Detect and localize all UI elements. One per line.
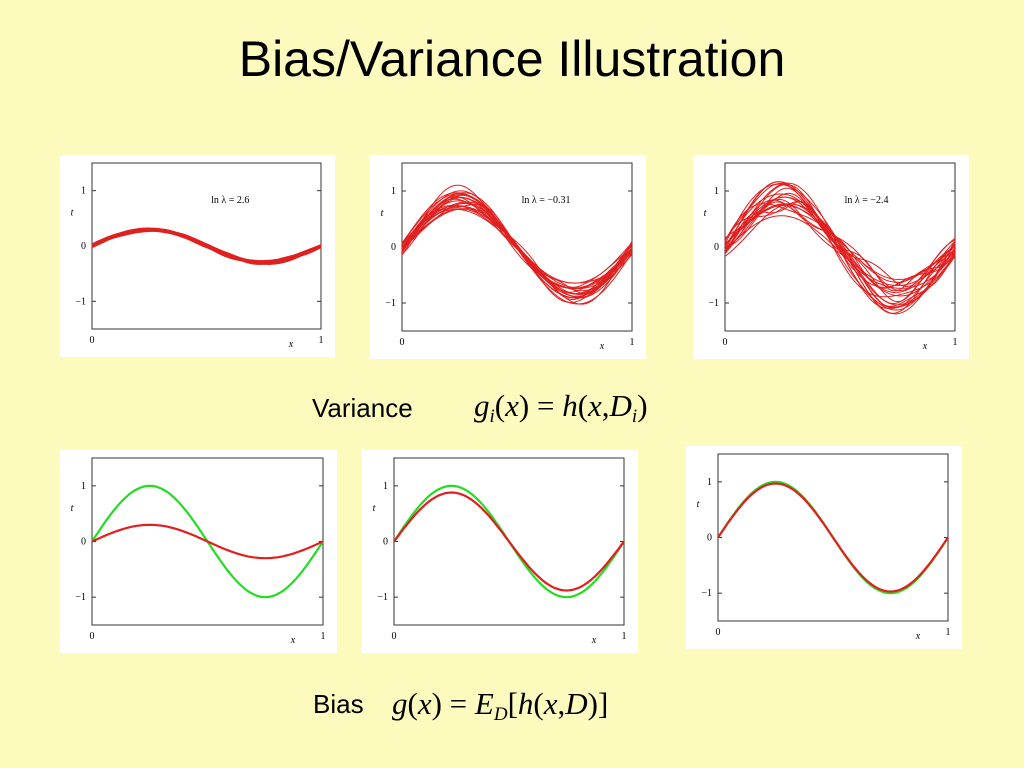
fitted-curve-line <box>401 208 633 295</box>
average-fit-line <box>91 523 324 560</box>
fitted-curve-line <box>724 182 956 308</box>
x-axis-label: x <box>290 635 296 646</box>
y-tick-label: 0 <box>707 533 712 544</box>
x-tick-label: 0 <box>90 335 95 346</box>
fitted-curve-line <box>91 230 322 263</box>
x-tick-label: 1 <box>953 337 958 348</box>
y-axis-label: t <box>71 208 74 219</box>
variance-plot-1: 1 0 −1 0 1 x t ln λ = 2.6 <box>60 155 335 357</box>
x-tick-label: 0 <box>723 337 728 348</box>
variance-plot-3-svg: 1 0 −1 0 1 x t ln λ = −2.4 <box>704 162 958 352</box>
variance-formula: gi(x) = h(x,Di) <box>474 388 648 427</box>
lambda-annotation: ln λ = −2.4 <box>845 195 889 206</box>
x-tick-label: 0 <box>90 631 95 642</box>
y-tick-label: 1 <box>391 186 396 197</box>
fitted-curve-line <box>724 187 956 303</box>
y-tick-label: −1 <box>75 296 86 307</box>
x-tick-label: 1 <box>622 631 627 642</box>
bias-plot-3: 1 0 −1 0 1 x t <box>686 446 962 649</box>
y-tick-label: 0 <box>383 537 388 548</box>
x-tick-label: 0 <box>392 631 397 642</box>
average-fit-line <box>717 482 949 593</box>
y-tick-label: 1 <box>383 481 388 492</box>
x-tick-label: 1 <box>946 627 951 638</box>
y-axis-label: t <box>697 499 700 510</box>
x-tick-label: 1 <box>321 631 326 642</box>
fitted-curve-line <box>724 203 956 283</box>
fitted-curve-line <box>724 192 956 307</box>
y-tick-label: −1 <box>75 592 86 603</box>
fitted-curve-line <box>401 194 633 292</box>
bias-plot-3-svg: 1 0 −1 0 1 x t <box>697 453 951 642</box>
y-tick-label: −1 <box>377 592 388 603</box>
fitted-curve-line <box>724 199 956 292</box>
x-axis-label: x <box>922 341 928 352</box>
bias-label: Bias <box>313 689 364 719</box>
variance-plot-2-svg: 1 0 −1 0 1 x t ln λ = −0.31 <box>381 162 635 352</box>
variance-plot-1-svg: 1 0 −1 0 1 x t ln λ = 2.6 <box>71 162 324 350</box>
fitted-curve-line <box>724 184 956 298</box>
y-tick-label: 1 <box>707 477 712 488</box>
y-tick-label: −1 <box>708 298 719 309</box>
page-title: Bias/Variance Illustration <box>238 31 786 87</box>
y-tick-label: 1 <box>714 186 719 197</box>
lambda-annotation: ln λ = 2.6 <box>211 195 249 206</box>
x-tick-label: 1 <box>319 335 324 346</box>
fitted-curve-line <box>401 194 633 305</box>
y-tick-label: −1 <box>385 298 396 309</box>
fitted-curve-line <box>724 196 956 297</box>
y-axis-label: t <box>373 503 376 514</box>
lambda-annotation: ln λ = −0.31 <box>522 195 571 206</box>
x-tick-label: 1 <box>630 337 635 348</box>
bias-plot-1-svg: 1 0 −1 0 1 x t <box>71 457 326 646</box>
y-tick-label: 0 <box>81 537 86 548</box>
bias-plot-1: 1 0 −1 0 1 x t <box>60 450 337 653</box>
y-tick-label: 0 <box>714 242 719 253</box>
y-tick-label: 0 <box>81 241 86 252</box>
y-axis-label: t <box>381 208 384 219</box>
fitted-curve-line <box>724 203 956 288</box>
x-tick-label: 0 <box>716 627 721 638</box>
fitted-curve-line <box>724 205 956 280</box>
y-axis-label: t <box>704 208 707 219</box>
y-tick-label: 1 <box>81 186 86 197</box>
x-axis-label: x <box>288 339 294 350</box>
variance-label: Variance <box>312 393 413 423</box>
average-fit-line <box>393 491 625 592</box>
y-tick-label: −1 <box>701 588 712 599</box>
y-tick-label: 0 <box>391 242 396 253</box>
bias-plot-2: 1 0 −1 0 1 x t <box>362 450 638 653</box>
x-axis-label: x <box>915 631 921 642</box>
bias-plot-2-svg: 1 0 −1 0 1 x t <box>373 457 627 646</box>
variance-plot-2: 1 0 −1 0 1 x t ln λ = −0.31 <box>370 155 646 359</box>
x-tick-label: 0 <box>400 337 405 348</box>
variance-plot-3: 1 0 −1 0 1 x t ln λ = −2.4 <box>693 155 969 359</box>
x-axis-label: x <box>591 635 597 646</box>
y-axis-label: t <box>71 503 74 514</box>
x-axis-label: x <box>599 341 605 352</box>
y-tick-label: 1 <box>81 481 86 492</box>
fitted-curve-line <box>401 201 633 289</box>
bias-formula: g(x) = ED[h(x,D)] <box>392 686 609 725</box>
